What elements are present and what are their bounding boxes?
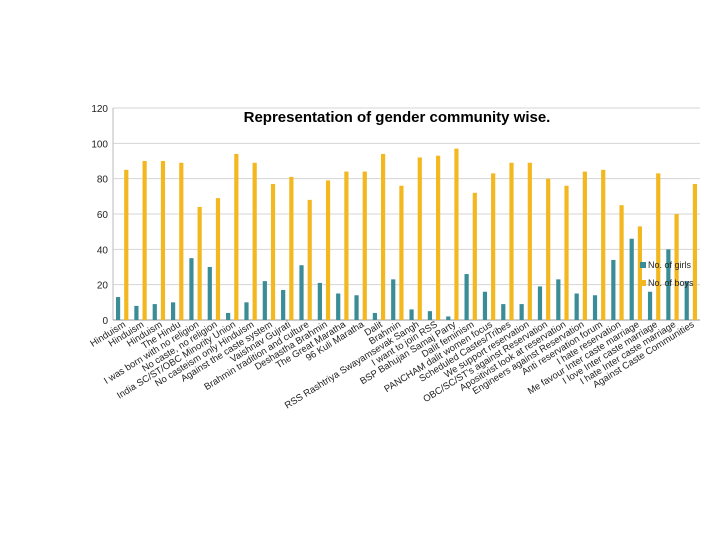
bars bbox=[115, 148, 698, 320]
bar-boys bbox=[619, 205, 624, 320]
bar-girls bbox=[501, 304, 506, 320]
bar-girls bbox=[115, 297, 121, 320]
bar-boys bbox=[399, 185, 404, 320]
bar-boys bbox=[325, 180, 331, 320]
bar-girls bbox=[574, 293, 579, 320]
bar-girls bbox=[152, 304, 157, 320]
legend-label-boys: No. of boys bbox=[648, 278, 694, 288]
y-tick-label: 40 bbox=[97, 245, 109, 256]
bar-girls bbox=[592, 295, 598, 320]
bar-boys bbox=[674, 214, 679, 320]
bar-girls bbox=[629, 238, 634, 320]
y-tick-label: 100 bbox=[91, 139, 108, 150]
bar-girls bbox=[336, 293, 341, 320]
bar-girls bbox=[391, 279, 396, 320]
y-tick-label: 60 bbox=[97, 210, 109, 221]
bar-boys bbox=[546, 178, 551, 320]
bar-girls bbox=[611, 259, 616, 320]
bar-boys bbox=[637, 226, 642, 320]
bar-boys bbox=[582, 171, 587, 320]
bar-boys bbox=[252, 162, 257, 320]
bar-boys bbox=[362, 171, 367, 320]
y-tick-label: 0 bbox=[102, 316, 108, 327]
bar-girls bbox=[354, 295, 359, 320]
bar-girls bbox=[244, 302, 249, 320]
legend-label-girls: No. of girls bbox=[648, 260, 692, 270]
bar-girls bbox=[464, 274, 469, 320]
bar-boys bbox=[527, 162, 532, 320]
bar-boys bbox=[270, 183, 276, 320]
bar-girls bbox=[482, 291, 488, 320]
bar-boys bbox=[491, 173, 496, 320]
bar-girls bbox=[299, 265, 304, 320]
bar-girls bbox=[556, 279, 561, 320]
bar-boys bbox=[454, 148, 459, 320]
bar-girls bbox=[427, 311, 433, 320]
bar-girls bbox=[207, 267, 212, 320]
bar-boys bbox=[656, 173, 661, 320]
bar-boys bbox=[564, 185, 569, 320]
bar-boys bbox=[234, 153, 239, 320]
chart-title: Representation of gender community wise. bbox=[244, 109, 551, 126]
bar-girls bbox=[409, 309, 414, 320]
bar-boys bbox=[142, 161, 147, 320]
bar-boys bbox=[380, 153, 386, 320]
bar-boys bbox=[307, 199, 312, 320]
bar-boys bbox=[215, 198, 221, 320]
bar-girls bbox=[666, 249, 671, 320]
bar-girls bbox=[189, 258, 194, 320]
legend-swatch-girls bbox=[640, 262, 646, 268]
bar-boys bbox=[417, 157, 422, 320]
bar-girls bbox=[226, 312, 231, 320]
bar-girls bbox=[171, 302, 176, 320]
bar-boys bbox=[179, 162, 184, 320]
bar-girls bbox=[446, 316, 451, 320]
legend: No. of girls No. of boys bbox=[640, 260, 694, 288]
y-tick-label: 80 bbox=[97, 175, 109, 186]
bar-boys bbox=[160, 161, 166, 320]
bar-boys bbox=[344, 171, 349, 320]
bar-boys bbox=[509, 162, 514, 320]
bar-girls bbox=[519, 304, 524, 320]
y-tick-label: 120 bbox=[91, 104, 108, 115]
bar-boys bbox=[472, 192, 477, 320]
bar-girls bbox=[684, 281, 689, 320]
bar-girls bbox=[537, 286, 543, 320]
bar-boys bbox=[197, 206, 202, 320]
bar-boys bbox=[289, 176, 294, 320]
bar-girls bbox=[134, 305, 139, 320]
bar-boys bbox=[436, 155, 441, 320]
y-tick-label: 20 bbox=[97, 281, 109, 292]
bar-boys bbox=[601, 169, 606, 320]
legend-swatch-boys bbox=[640, 280, 646, 286]
bar-girls bbox=[647, 291, 653, 320]
bar-boys bbox=[124, 169, 129, 320]
bar-girls bbox=[317, 282, 322, 320]
bar-girls bbox=[262, 281, 267, 320]
bar-girls bbox=[281, 289, 286, 320]
bar-girls bbox=[372, 312, 377, 320]
bar-boys bbox=[692, 183, 698, 320]
